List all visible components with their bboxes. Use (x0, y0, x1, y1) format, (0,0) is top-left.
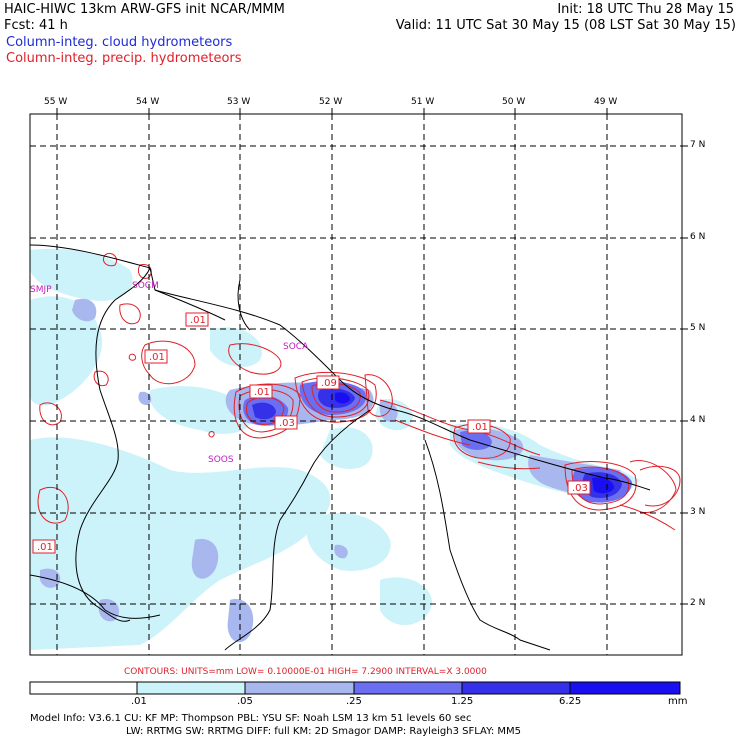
contour-label: .01 (149, 352, 165, 363)
model-title: HAIC-HIWC 13km ARW-GFS init NCAR/MMM (4, 2, 285, 17)
precip-contours (37, 252, 681, 531)
model-info-line1: Model Info: V3.6.1 CU: KF MP: Thompson P… (30, 713, 472, 724)
lat-label: 7 N (690, 140, 706, 150)
lat-label: 6 N (690, 232, 706, 242)
frame-ticks (56, 108, 688, 605)
contour-label: .09 (321, 378, 337, 389)
station-soca: SOCA (283, 342, 309, 352)
lon-label: 53 W (227, 97, 251, 107)
lat-label: 2 N (690, 598, 706, 608)
station-soos: SOOS (208, 455, 234, 465)
lat-label: 5 N (690, 323, 706, 333)
contour-label: .01 (254, 387, 270, 398)
lon-label: 51 W (411, 97, 435, 107)
model-info-line2: LW: RRTMG SW: RRTMG DIFF: full KM: 2D Sm… (126, 726, 522, 737)
contour-label-texts: .01 .01 .01 .09 .03 .01 .03 .01 (37, 315, 588, 553)
field-cloud-label: Column-integ. cloud hydrometeors (6, 35, 233, 50)
contour-label: .01 (37, 542, 53, 553)
colorbar-unit: mm (668, 696, 688, 707)
colorbar-tick: 6.25 (559, 696, 582, 707)
station-socm: SOCM (132, 281, 159, 291)
contour-label: .03 (279, 418, 295, 429)
lat-label: 4 N (690, 415, 706, 425)
station-smjp: SMJP (30, 285, 52, 295)
colorbar-tick: 1.25 (451, 696, 474, 707)
field-precip-label: Column-integ. precip. hydrometeors (6, 51, 242, 66)
lat-label: 3 N (690, 507, 706, 517)
init-time: Init: 18 UTC Thu 28 May 15 (557, 2, 734, 17)
cloud-shading (30, 248, 640, 650)
map-frame (29, 113, 683, 656)
contour-label: .03 (572, 483, 588, 494)
valid-time: Valid: 11 UTC Sat 30 May 15 (08 LST Sat … (395, 18, 736, 33)
contour-label: .01 (472, 422, 488, 433)
colorbar-tick: .01 (131, 696, 147, 707)
colorbar (29, 681, 681, 695)
lon-label: 54 W (136, 97, 160, 107)
contour-summary: CONTOURS: UNITS=mm LOW= 0.10000E-01 HIGH… (124, 667, 487, 677)
colorbar-tick: .05 (237, 696, 253, 707)
lon-label: 52 W (319, 97, 343, 107)
colorbar-tick: .25 (346, 696, 362, 707)
lon-label: 49 W (594, 97, 618, 107)
forecast-hour: Fcst: 41 h (4, 18, 68, 33)
contour-label: .01 (190, 315, 206, 326)
contour-label-boxes (32, 312, 591, 554)
lat-lon-grid (30, 114, 682, 655)
lon-label: 55 W (44, 97, 68, 107)
lon-label: 50 W (502, 97, 526, 107)
station-labels: SMJP SOCM SOCA SOOS (30, 281, 309, 465)
